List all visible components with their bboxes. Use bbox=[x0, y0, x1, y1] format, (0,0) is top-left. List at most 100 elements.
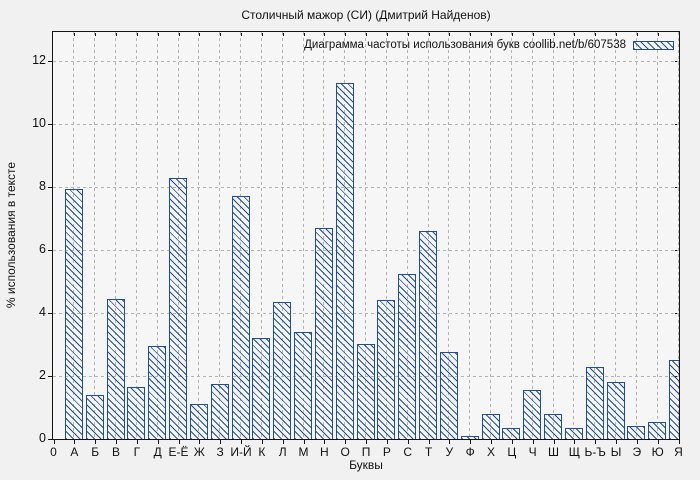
h-gridline bbox=[53, 60, 679, 62]
x-tick-label: А bbox=[70, 445, 79, 459]
x-tick-mark-top bbox=[491, 32, 492, 36]
h-gridline bbox=[53, 123, 679, 125]
bar-Х bbox=[481, 414, 500, 439]
bar-Ю bbox=[648, 422, 667, 439]
x-tick-mark bbox=[199, 440, 201, 444]
x-tick-mark bbox=[53, 440, 55, 444]
x-tick-mark bbox=[178, 440, 180, 444]
x-tick-label: О bbox=[340, 445, 350, 459]
v-gridline bbox=[635, 32, 637, 439]
x-tick-label: Р bbox=[382, 445, 391, 459]
v-gridline bbox=[531, 32, 533, 439]
x-tick-mark-top bbox=[136, 32, 138, 36]
x-tick-mark bbox=[491, 440, 492, 444]
v-gridline bbox=[94, 32, 96, 439]
y-tick-mark bbox=[48, 249, 52, 251]
x-tick-mark-top bbox=[470, 32, 472, 36]
y-tick-mark bbox=[48, 60, 52, 62]
chart-title: Столичный мажор (СИ) (Дмитрий Найденов) bbox=[241, 8, 491, 22]
x-tick-mark bbox=[657, 440, 659, 444]
h-gridline bbox=[53, 186, 679, 188]
bar-Г bbox=[127, 387, 146, 439]
x-tick-mark bbox=[157, 440, 159, 444]
y-tick-label: 2 bbox=[39, 367, 46, 382]
x-tick-mark-top bbox=[241, 32, 242, 36]
bar-Н bbox=[314, 228, 333, 439]
bar-Л bbox=[273, 302, 292, 439]
h-gridline bbox=[53, 312, 679, 314]
x-tick-mark bbox=[345, 440, 347, 444]
x-tick-mark-top bbox=[178, 32, 180, 36]
x-tick-mark-top bbox=[282, 32, 284, 36]
x-tick-mark bbox=[574, 440, 576, 444]
v-gridline bbox=[198, 32, 200, 439]
x-tick-mark-top bbox=[532, 32, 534, 36]
x-tick-mark bbox=[303, 440, 305, 444]
legend-swatch-icon bbox=[633, 40, 674, 50]
x-tick-label: И-Й bbox=[230, 445, 252, 459]
bar-Ч bbox=[523, 390, 542, 439]
v-gridline bbox=[490, 32, 491, 439]
y-tick-label: 12 bbox=[32, 52, 46, 67]
x-tick-mark bbox=[74, 440, 76, 444]
y-tick-label: 10 bbox=[32, 115, 46, 130]
v-gridline bbox=[469, 32, 471, 439]
v-gridline bbox=[573, 32, 575, 439]
x-tick-mark-top bbox=[366, 32, 367, 36]
x-tick-label: Н bbox=[319, 445, 329, 459]
y-tick-mark bbox=[48, 123, 52, 125]
x-tick-label: Ь-Ъ bbox=[584, 445, 606, 459]
legend: Диаграмма частоты использования букв coo… bbox=[304, 39, 674, 51]
bar-А bbox=[64, 189, 83, 439]
x-tick-mark-top bbox=[199, 32, 201, 36]
v-gridline bbox=[365, 32, 366, 439]
x-tick-label: Г bbox=[133, 445, 141, 459]
x-tick-label: У bbox=[445, 445, 454, 459]
x-tick-mark-top bbox=[303, 32, 305, 36]
bar-З bbox=[210, 384, 229, 439]
x-tick-mark-top bbox=[657, 32, 659, 36]
h-gridline bbox=[53, 249, 679, 251]
x-tick-mark-top bbox=[157, 32, 159, 36]
legend-label: Диаграмма частоты использования букв coo… bbox=[304, 39, 626, 51]
bar-Ь-Ъ bbox=[585, 367, 604, 439]
bar-Ш bbox=[544, 414, 562, 439]
bar-Д bbox=[148, 346, 167, 439]
x-tick-label: Л bbox=[278, 445, 287, 459]
v-gridline bbox=[115, 32, 116, 439]
x-tick-mark-top bbox=[261, 32, 263, 36]
x-tick-mark bbox=[449, 440, 451, 444]
x-tick-mark bbox=[324, 440, 326, 444]
x-tick-label: Э bbox=[632, 445, 642, 459]
bar-Ы bbox=[606, 382, 625, 439]
x-tick-label: Б bbox=[91, 445, 100, 459]
x-tick-label: К bbox=[258, 445, 266, 459]
x-tick-label: Х bbox=[486, 445, 495, 459]
bar-Э bbox=[627, 426, 646, 439]
v-gridline bbox=[448, 32, 450, 439]
x-tick-label: 0 bbox=[50, 445, 57, 459]
x-tick-mark-top bbox=[449, 32, 451, 36]
x-tick-mark-top bbox=[345, 32, 347, 36]
x-tick-mark bbox=[636, 440, 638, 444]
bar-К bbox=[252, 338, 271, 439]
x-tick-label: Ф bbox=[465, 445, 475, 459]
v-gridline bbox=[552, 32, 554, 439]
x-tick-mark-top bbox=[386, 32, 388, 36]
x-tick-mark bbox=[366, 440, 367, 444]
v-gridline bbox=[219, 32, 221, 439]
x-tick-mark bbox=[407, 440, 409, 444]
x-tick-mark bbox=[386, 440, 388, 444]
x-tick-mark-top bbox=[511, 32, 513, 36]
x-tick-label: Щ bbox=[568, 445, 580, 459]
v-gridline bbox=[615, 32, 616, 439]
y-tick-mark bbox=[48, 438, 52, 440]
bar-П bbox=[356, 344, 375, 439]
x-tick-mark-top bbox=[407, 32, 409, 36]
bar-Ж bbox=[189, 404, 208, 439]
x-tick-mark bbox=[241, 440, 242, 444]
bar-Щ bbox=[564, 428, 583, 439]
x-tick-label: Е-Ё bbox=[168, 445, 189, 459]
x-tick-label: Я bbox=[674, 445, 683, 459]
